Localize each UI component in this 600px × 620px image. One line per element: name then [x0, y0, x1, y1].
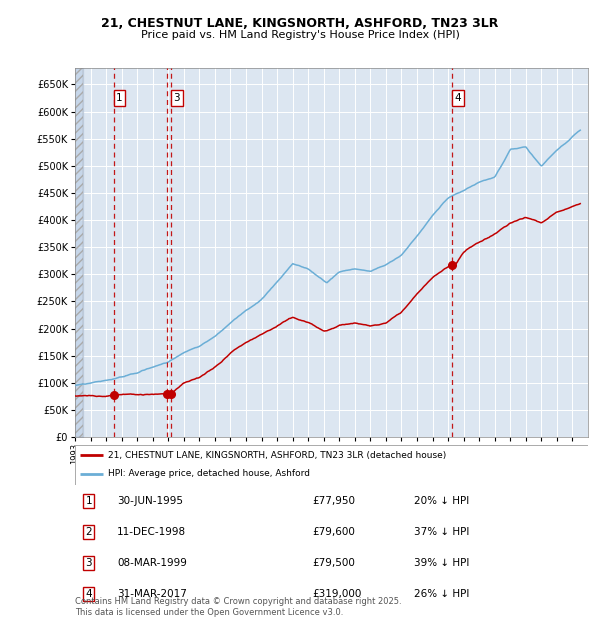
Text: 1: 1 [85, 496, 92, 506]
Text: 4: 4 [454, 93, 461, 103]
Text: 2: 2 [85, 527, 92, 537]
Text: 08-MAR-1999: 08-MAR-1999 [117, 558, 187, 568]
Text: HPI: Average price, detached house, Ashford: HPI: Average price, detached house, Ashf… [109, 469, 310, 479]
Text: 1: 1 [116, 93, 123, 103]
Text: 11-DEC-1998: 11-DEC-1998 [117, 527, 186, 537]
Text: 31-MAR-2017: 31-MAR-2017 [117, 589, 187, 599]
Text: £79,500: £79,500 [312, 558, 355, 568]
Text: £77,950: £77,950 [312, 496, 355, 506]
Text: 4: 4 [85, 589, 92, 599]
Text: 3: 3 [85, 558, 92, 568]
Text: 26% ↓ HPI: 26% ↓ HPI [414, 589, 469, 599]
Text: 20% ↓ HPI: 20% ↓ HPI [414, 496, 469, 506]
Text: Price paid vs. HM Land Registry's House Price Index (HPI): Price paid vs. HM Land Registry's House … [140, 30, 460, 40]
Text: 3: 3 [173, 93, 180, 103]
Text: Contains HM Land Registry data © Crown copyright and database right 2025.
This d: Contains HM Land Registry data © Crown c… [75, 598, 401, 617]
Text: 21, CHESTNUT LANE, KINGSNORTH, ASHFORD, TN23 3LR: 21, CHESTNUT LANE, KINGSNORTH, ASHFORD, … [101, 17, 499, 30]
Text: 39% ↓ HPI: 39% ↓ HPI [414, 558, 469, 568]
Text: 30-JUN-1995: 30-JUN-1995 [117, 496, 183, 506]
Text: £79,600: £79,600 [312, 527, 355, 537]
Text: 37% ↓ HPI: 37% ↓ HPI [414, 527, 469, 537]
Text: 21, CHESTNUT LANE, KINGSNORTH, ASHFORD, TN23 3LR (detached house): 21, CHESTNUT LANE, KINGSNORTH, ASHFORD, … [109, 451, 446, 460]
Text: £319,000: £319,000 [312, 589, 361, 599]
